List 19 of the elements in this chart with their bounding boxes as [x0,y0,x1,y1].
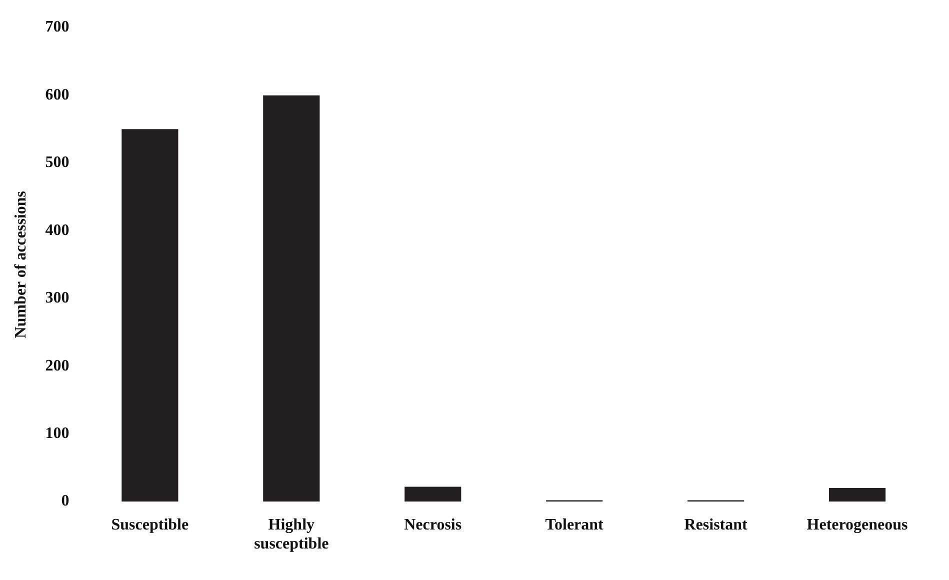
y-tick-label: 400 [45,222,70,239]
x-tick-label: Susceptible [111,516,189,534]
y-tick-label: 100 [45,425,70,442]
y-tick-label: 600 [45,86,70,104]
y-tick-label: 0 [61,492,70,510]
bar [122,129,178,502]
y-tick-label: 300 [45,290,70,307]
x-tick-label: Resistant [684,516,748,534]
x-tick-label: Heterogeneous [806,516,908,534]
bar [263,95,320,502]
x-tick-label: Highly susceptible [254,516,329,553]
y-axis-title: Number of accessions [12,190,30,338]
y-tick-label: 700 [45,18,70,36]
x-tick-label: Tolerant [545,516,604,534]
x-tick-label: Necrosis [404,516,462,534]
y-tick-label: 200 [45,357,70,374]
bar [828,488,886,502]
y-tick-label: 500 [45,154,70,172]
bar [404,486,462,502]
